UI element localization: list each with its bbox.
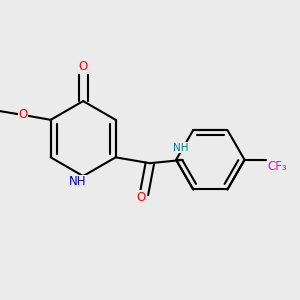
Text: NH: NH xyxy=(68,176,86,188)
Text: O: O xyxy=(136,191,146,204)
Text: CF₃: CF₃ xyxy=(267,160,287,173)
Text: O: O xyxy=(79,60,88,73)
Text: NH: NH xyxy=(173,142,189,153)
Text: O: O xyxy=(18,108,28,122)
